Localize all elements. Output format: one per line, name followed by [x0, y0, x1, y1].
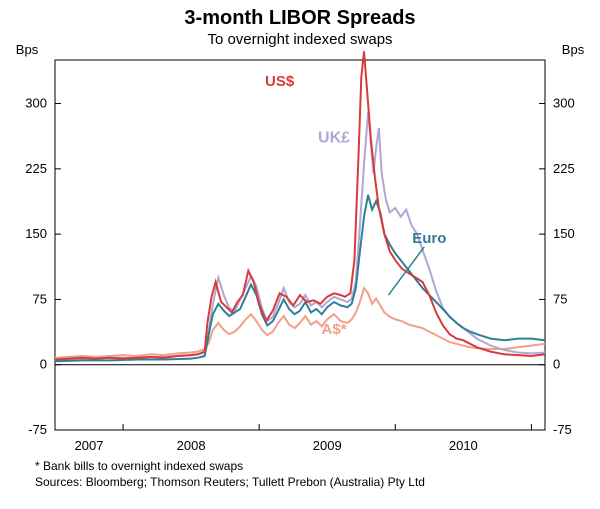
ytick-right: 75: [553, 291, 567, 306]
chart-subtitle: To overnight indexed swaps: [207, 31, 392, 48]
series-eur: [55, 195, 545, 361]
series-usd: [55, 51, 545, 359]
ytick-right: 300: [553, 96, 575, 111]
xtick-year: 2008: [177, 438, 206, 453]
label-usd: US$: [265, 73, 295, 90]
y-title-right: Bps: [562, 42, 585, 57]
series-aud: [55, 288, 545, 358]
ytick-right: 225: [553, 161, 575, 176]
ytick-right: 150: [553, 226, 575, 241]
label-eur: Euro: [412, 230, 446, 247]
footnote: * Bank bills to overnight indexed swaps: [35, 459, 243, 473]
ytick-left: 150: [25, 226, 47, 241]
chart-title: 3-month LIBOR Spreads: [184, 7, 415, 29]
ytick-left: 300: [25, 96, 47, 111]
ytick-right: -75: [553, 422, 572, 437]
label-aud: A$*: [322, 321, 347, 338]
plot-frame: [55, 60, 545, 430]
y-title-left: Bps: [16, 42, 39, 57]
ytick-left: 75: [33, 291, 47, 306]
label-gbp: UK£: [318, 130, 350, 147]
xtick-year: 2007: [75, 438, 104, 453]
libor-spread-chart: { "title": "3-month LIBOR Spreads", "sub…: [0, 0, 600, 509]
xtick-year: 2009: [313, 438, 342, 453]
ytick-left: 225: [25, 161, 47, 176]
label-arrow-eur: [388, 247, 424, 295]
ytick-left: -75: [28, 422, 47, 437]
chart-svg: 3-month LIBOR Spreads To overnight indexe…: [0, 0, 600, 509]
xtick-year: 2010: [449, 438, 478, 453]
footnote: Sources: Bloomberg; Thomson Reuters; Tul…: [35, 475, 425, 489]
ytick-right: 0: [553, 357, 560, 372]
ytick-left: 0: [40, 357, 47, 372]
